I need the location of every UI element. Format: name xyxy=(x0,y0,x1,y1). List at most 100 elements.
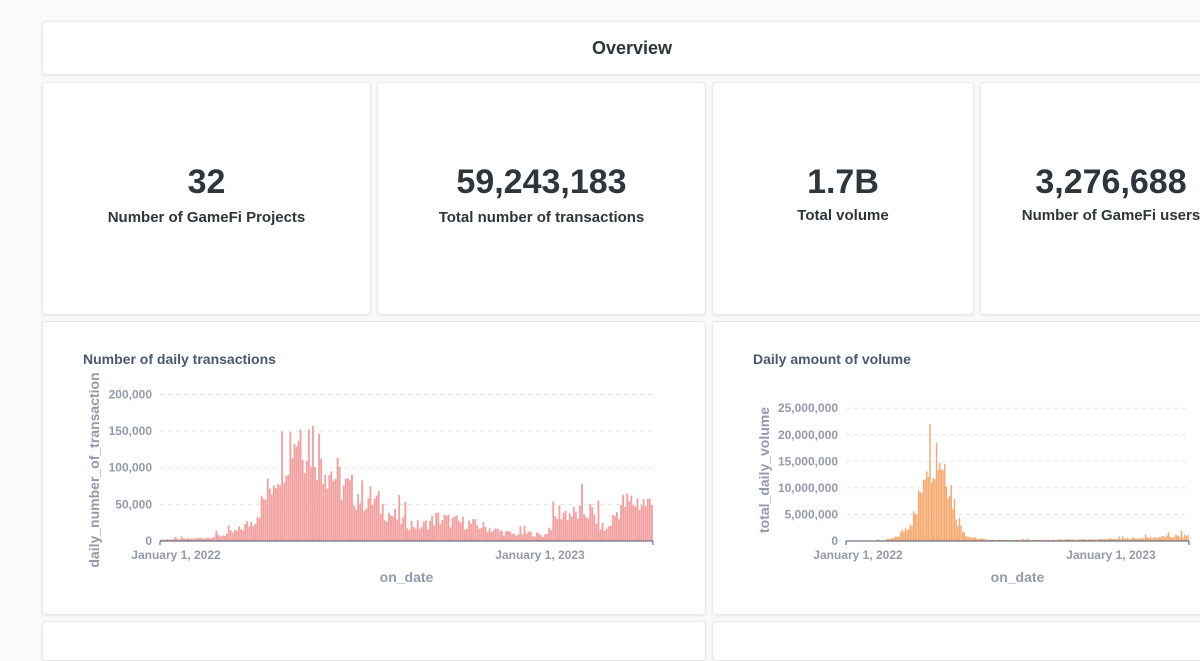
data-bar xyxy=(318,434,320,541)
data-bar xyxy=(589,504,591,541)
data-bar xyxy=(902,529,903,541)
data-bar xyxy=(497,529,499,541)
data-bar xyxy=(921,493,922,541)
data-bar xyxy=(949,496,950,541)
data-bar xyxy=(390,515,392,541)
data-bar xyxy=(1171,537,1172,541)
data-bar xyxy=(647,499,649,541)
data-bar xyxy=(1184,534,1185,541)
data-bar xyxy=(411,521,413,541)
data-bar xyxy=(614,516,616,541)
stat-label-transactions: Total number of transactions xyxy=(378,209,705,226)
data-bar xyxy=(577,519,579,541)
data-bar xyxy=(462,517,464,541)
data-bar xyxy=(972,538,973,541)
data-bar xyxy=(409,530,411,541)
data-bar xyxy=(522,535,524,541)
data-bar xyxy=(585,517,587,541)
data-bar xyxy=(957,526,958,541)
data-bar xyxy=(335,479,337,541)
x-tick-label: January 1, 2023 xyxy=(1066,548,1156,562)
data-bar xyxy=(575,512,577,541)
data-bar xyxy=(952,509,953,541)
data-bar xyxy=(248,527,250,541)
data-bar xyxy=(1173,537,1174,541)
data-bar xyxy=(507,531,509,541)
data-bar xyxy=(312,426,314,541)
data-bar xyxy=(608,526,610,541)
data-bar xyxy=(1165,538,1166,541)
data-bar xyxy=(960,525,961,541)
data-bar xyxy=(581,484,583,541)
data-bar xyxy=(964,533,965,541)
y-tick-label: 0 xyxy=(145,534,152,548)
data-bar xyxy=(643,499,645,541)
data-bar xyxy=(431,516,433,541)
data-bar xyxy=(1163,536,1164,541)
data-bar xyxy=(372,505,374,541)
data-bar xyxy=(396,520,398,541)
data-bar xyxy=(524,526,526,541)
stat-label-projects: Number of GameFi Projects xyxy=(43,209,370,226)
data-bar xyxy=(380,514,382,541)
data-bar xyxy=(540,535,542,541)
data-bar xyxy=(495,528,497,541)
data-bar xyxy=(649,498,651,541)
overview-header-card: Overview xyxy=(42,21,1200,75)
data-bar xyxy=(895,536,896,541)
data-bar xyxy=(480,528,482,541)
data-bar xyxy=(314,467,316,541)
data-bar xyxy=(485,527,487,541)
data-bar xyxy=(906,530,907,541)
data-bar xyxy=(918,490,919,541)
data-bar xyxy=(265,500,267,541)
y-tick-label: 5,000,000 xyxy=(785,507,839,521)
data-bar xyxy=(1122,536,1123,541)
data-bar xyxy=(565,511,567,541)
data-bar xyxy=(620,505,622,541)
data-bar xyxy=(624,507,626,541)
data-bar xyxy=(612,515,614,541)
y-tick-label: 15,000,000 xyxy=(778,454,838,468)
data-bar xyxy=(493,530,495,541)
data-bar xyxy=(483,522,485,541)
data-bar xyxy=(259,518,261,541)
data-bar xyxy=(257,517,259,541)
data-bar xyxy=(394,509,396,541)
data-bar xyxy=(281,432,283,541)
data-bar xyxy=(437,512,439,541)
data-bar xyxy=(941,470,942,541)
data-bar xyxy=(1181,531,1182,541)
data-bar xyxy=(267,479,269,541)
data-bar xyxy=(903,532,904,541)
data-bar xyxy=(376,496,378,541)
data-bar xyxy=(232,533,234,541)
data-bar xyxy=(316,480,318,541)
data-bar xyxy=(955,519,956,541)
data-bar xyxy=(1150,537,1151,541)
data-bar xyxy=(618,519,620,541)
data-bar xyxy=(626,493,628,541)
data-bar xyxy=(593,515,595,541)
data-bar xyxy=(622,495,624,541)
data-bar xyxy=(254,524,256,541)
data-bar xyxy=(571,517,573,541)
data-bar xyxy=(234,530,236,541)
data-bar xyxy=(651,505,653,541)
data-bar xyxy=(942,470,943,541)
data-bar xyxy=(587,518,589,541)
data-bar xyxy=(602,523,604,541)
data-bar xyxy=(468,521,470,541)
bottom-card-left xyxy=(42,621,706,661)
data-bar xyxy=(1166,535,1167,541)
data-bar xyxy=(526,534,528,541)
stat-value-users: 3,276,688 xyxy=(981,163,1200,202)
stat-value-transactions: 59,243,183 xyxy=(378,163,705,202)
x-axis-title: on_date xyxy=(380,569,434,585)
data-bar xyxy=(263,499,265,541)
data-bar xyxy=(610,526,612,541)
data-bar xyxy=(1169,537,1170,541)
data-bar xyxy=(517,535,519,541)
data-bar xyxy=(407,528,409,541)
